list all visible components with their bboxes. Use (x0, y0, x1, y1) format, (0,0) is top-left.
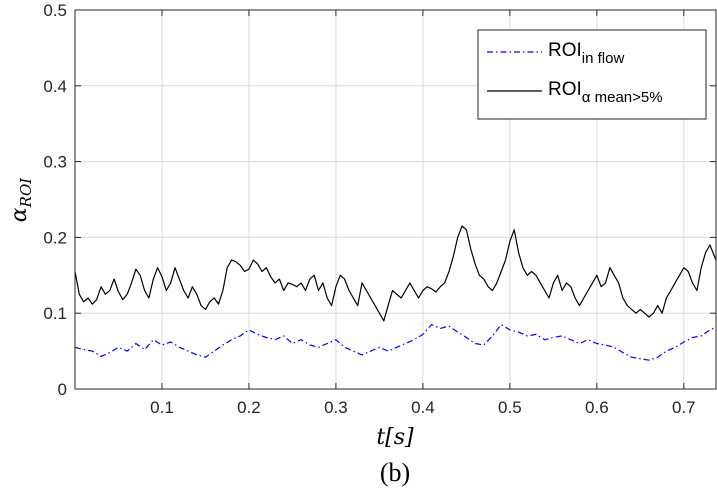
y-tick-label: 0.5 (43, 1, 67, 20)
y-tick-label: 0.4 (43, 77, 67, 96)
x-tick-label: 0.5 (498, 398, 522, 417)
y-tick-label: 0 (58, 380, 67, 399)
tick-labels: 0.1 0.2 0.3 0.4 0.5 0.6 0.7 0 0.1 0.2 0.3 0.4 0.5 (43, 1, 695, 417)
legend-label-1-sub: α mean>5% (582, 89, 663, 106)
legend-box (477, 29, 707, 120)
x-tick-label: 0.2 (237, 398, 261, 417)
legend-label-series-0: ROIin flow (548, 40, 624, 67)
y-tick-label: 0.2 (43, 228, 67, 247)
series-layer (74, 225, 717, 361)
legend-label-1-base: ROI (548, 79, 582, 100)
plot-frame (74, 9, 717, 390)
y-tick-label: 0.3 (43, 153, 67, 172)
tick-marks (75, 9, 716, 390)
x-tick-label: 0.7 (672, 398, 696, 417)
y-axis-label-base: α (7, 207, 32, 222)
y-tick-label: 0.1 (43, 304, 67, 323)
series-line-1 (74, 225, 717, 322)
y-axis-label-sub: ROI (17, 177, 35, 209)
x-tick-label: 0.4 (411, 398, 435, 417)
x-axis-label: t[s] (376, 425, 414, 450)
legend-label-series-1: ROIα mean>5% (548, 79, 663, 106)
x-tick-label: 0.6 (585, 398, 609, 417)
legend: ROIin flow ROIα mean>5% (477, 29, 707, 120)
figure-caption: (b) (380, 458, 410, 487)
y-axis-label: αROI (7, 177, 35, 222)
x-tick-label: 0.3 (324, 398, 348, 417)
x-tick-label: 0.1 (150, 398, 174, 417)
series-line-0 (74, 324, 717, 361)
y-axis-label-text: αROI (7, 177, 35, 222)
legend-label-0-sub: in flow (582, 50, 625, 67)
legend-label-0-base: ROI (548, 40, 582, 61)
